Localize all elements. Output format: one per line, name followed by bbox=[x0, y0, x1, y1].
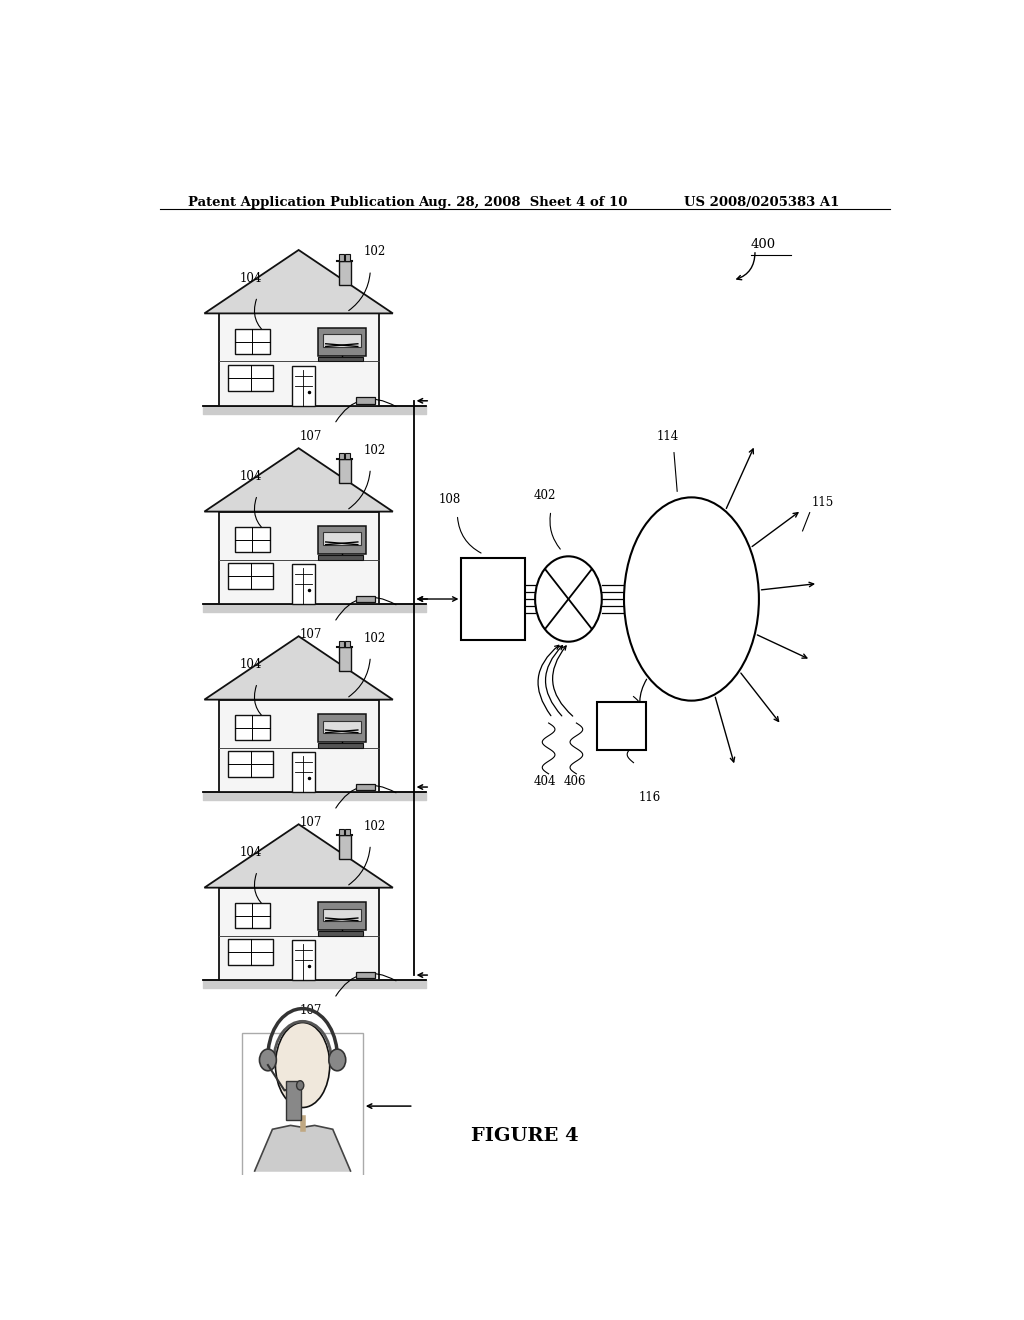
Bar bbox=[317, 527, 366, 554]
Bar bbox=[461, 558, 525, 640]
Text: 114: 114 bbox=[656, 430, 679, 444]
Ellipse shape bbox=[275, 1023, 330, 1107]
Polygon shape bbox=[205, 449, 393, 512]
Bar bbox=[356, 784, 376, 791]
Bar bbox=[323, 908, 361, 921]
Text: 404: 404 bbox=[534, 775, 556, 788]
Text: 104: 104 bbox=[240, 470, 262, 483]
Bar bbox=[317, 329, 366, 356]
Bar bbox=[339, 836, 350, 859]
Bar bbox=[323, 532, 361, 545]
Bar bbox=[317, 556, 364, 560]
Text: ISP: ISP bbox=[608, 718, 635, 734]
Bar bbox=[345, 829, 350, 836]
Bar bbox=[228, 940, 273, 965]
Text: 102: 102 bbox=[364, 246, 385, 259]
Bar bbox=[228, 564, 273, 589]
Bar bbox=[339, 640, 344, 647]
Text: 108: 108 bbox=[438, 492, 461, 506]
Bar bbox=[292, 366, 314, 405]
Bar bbox=[234, 903, 270, 928]
Polygon shape bbox=[254, 1126, 351, 1172]
Bar bbox=[317, 931, 364, 936]
Bar bbox=[356, 397, 376, 404]
Polygon shape bbox=[205, 636, 393, 700]
Circle shape bbox=[329, 1049, 346, 1071]
Bar bbox=[339, 829, 344, 836]
Bar bbox=[219, 887, 379, 981]
Bar bbox=[286, 1081, 301, 1119]
Bar bbox=[219, 700, 379, 792]
Bar bbox=[345, 255, 350, 261]
Bar bbox=[356, 972, 376, 978]
Text: 104: 104 bbox=[240, 846, 262, 859]
Text: 102: 102 bbox=[364, 632, 385, 644]
Bar bbox=[219, 313, 379, 405]
Text: 104: 104 bbox=[240, 659, 262, 671]
Text: 402: 402 bbox=[534, 488, 556, 502]
Circle shape bbox=[536, 556, 602, 642]
Circle shape bbox=[259, 1049, 276, 1071]
Text: SWITCH: SWITCH bbox=[664, 611, 719, 624]
Text: 102: 102 bbox=[364, 820, 385, 833]
Bar bbox=[356, 595, 376, 602]
Text: CENTRAL: CENTRAL bbox=[659, 578, 723, 591]
Text: HEDT: HEDT bbox=[471, 591, 515, 606]
Bar bbox=[292, 752, 314, 792]
Polygon shape bbox=[205, 249, 393, 313]
Text: FIGURE 4: FIGURE 4 bbox=[471, 1127, 579, 1146]
Text: 107: 107 bbox=[299, 628, 322, 642]
Text: 115: 115 bbox=[812, 496, 835, 510]
Text: US 2008/0205383 A1: US 2008/0205383 A1 bbox=[684, 195, 839, 209]
Bar bbox=[234, 715, 270, 741]
Bar bbox=[317, 743, 364, 747]
Text: 400: 400 bbox=[751, 239, 776, 251]
Bar bbox=[345, 640, 350, 647]
Text: 116: 116 bbox=[638, 791, 660, 804]
Bar bbox=[234, 329, 270, 354]
Bar bbox=[317, 903, 366, 931]
Bar bbox=[345, 453, 350, 459]
Bar bbox=[339, 261, 350, 285]
Bar bbox=[228, 751, 273, 777]
Bar bbox=[234, 527, 270, 552]
Text: 107: 107 bbox=[299, 430, 322, 444]
Bar bbox=[292, 940, 314, 981]
Bar bbox=[339, 647, 350, 671]
Bar bbox=[339, 255, 344, 261]
Text: Patent Application Publication: Patent Application Publication bbox=[187, 195, 415, 209]
Bar bbox=[292, 565, 314, 605]
Bar bbox=[339, 453, 344, 459]
Bar bbox=[219, 512, 379, 605]
Text: 406: 406 bbox=[563, 775, 586, 788]
Text: Aug. 28, 2008  Sheet 4 of 10: Aug. 28, 2008 Sheet 4 of 10 bbox=[418, 195, 627, 209]
Text: 107: 107 bbox=[299, 1005, 322, 1018]
Polygon shape bbox=[205, 824, 393, 887]
Text: 107: 107 bbox=[299, 816, 322, 829]
Text: 104: 104 bbox=[240, 272, 262, 285]
Bar bbox=[323, 721, 361, 733]
Ellipse shape bbox=[624, 498, 759, 701]
Bar bbox=[228, 366, 273, 391]
Bar bbox=[323, 334, 361, 347]
Bar bbox=[317, 714, 366, 742]
Circle shape bbox=[297, 1081, 304, 1090]
Bar bbox=[339, 459, 350, 483]
Text: 102: 102 bbox=[364, 444, 385, 457]
Bar bbox=[597, 702, 646, 751]
Bar bbox=[317, 356, 364, 362]
Bar bbox=[243, 1032, 362, 1180]
